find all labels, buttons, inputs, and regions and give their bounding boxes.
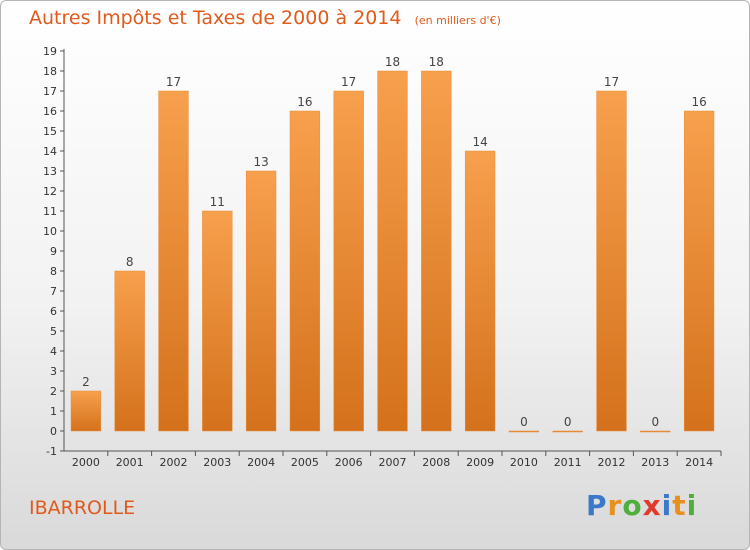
bar-value-label: 14 [472, 135, 487, 149]
bar-value-label: 2 [82, 375, 90, 389]
x-tick-label: 2007 [379, 456, 407, 469]
y-tick-label: 15 [43, 125, 57, 138]
y-tick-label: 17 [43, 85, 57, 98]
y-tick-label: 1 [50, 405, 57, 418]
y-tick-label: 8 [50, 265, 57, 278]
logo-letter: o [622, 489, 643, 522]
y-tick-label: 10 [43, 225, 57, 238]
bar-value-label: 17 [604, 75, 619, 89]
bar [114, 270, 145, 432]
bar-value-label: 0 [651, 415, 659, 429]
bar-value-label: 0 [520, 415, 528, 429]
bar [70, 390, 102, 432]
chart-title: Autres Impôts et Taxes de 2000 à 2014 [29, 7, 402, 29]
x-tick-label: 2005 [291, 456, 319, 469]
x-tick-label: 2001 [116, 456, 144, 469]
y-tick-label: 12 [43, 185, 57, 198]
y-tick-label: 0 [50, 425, 57, 438]
x-tick-label: 2012 [598, 456, 626, 469]
x-tick-label: 2003 [203, 456, 231, 469]
x-tick-label: 2011 [554, 456, 582, 469]
y-tick-label: 3 [50, 365, 57, 378]
chart-unit: (en milliers d'€) [414, 14, 501, 27]
bar [202, 210, 233, 432]
proxiti-logo: Proxiti [586, 489, 697, 522]
bar-value-label: 18 [385, 55, 400, 69]
x-tick-label: 2014 [685, 456, 713, 469]
bar-value-label: 0 [564, 415, 572, 429]
bar-value-label: 11 [210, 195, 225, 209]
bar [596, 90, 627, 432]
bar [683, 110, 715, 432]
y-tick-label: 7 [50, 285, 57, 298]
y-tick-label: 6 [50, 305, 57, 318]
logo-letter: x [642, 489, 662, 522]
bar [245, 170, 277, 432]
x-tick-label: 2004 [247, 456, 275, 469]
logo-letter: i [686, 489, 698, 522]
bar-value-label: 18 [429, 55, 444, 69]
x-tick-label: 2013 [641, 456, 669, 469]
bar-value-label: 17 [166, 75, 181, 89]
y-tick-label: 16 [43, 105, 57, 118]
y-tick-label: 19 [43, 45, 57, 58]
x-tick-label: 2002 [160, 456, 188, 469]
bar [421, 70, 452, 432]
y-tick-label: 9 [50, 245, 57, 258]
bar [158, 90, 189, 432]
bar [508, 430, 540, 433]
commune-name: IBARROLLE [29, 497, 136, 519]
bar [333, 90, 364, 432]
x-tick-label: 2010 [510, 456, 538, 469]
bar-value-label: 17 [341, 75, 356, 89]
bar-value-label: 16 [691, 95, 706, 109]
x-tick-label: 2008 [422, 456, 450, 469]
y-tick-label: 2 [50, 385, 57, 398]
x-tick-label: 2009 [466, 456, 494, 469]
y-tick-label: -1 [46, 445, 57, 458]
title-line: Autres Impôts et Taxes de 2000 à 2014 (e… [29, 7, 501, 29]
y-tick-label: 18 [43, 65, 57, 78]
logo-letter: r [607, 489, 623, 522]
bar-value-label: 16 [297, 95, 312, 109]
y-tick-label: 14 [43, 145, 57, 158]
logo-letter: t [672, 489, 687, 522]
bar-value-label: 8 [126, 255, 134, 269]
logo-letter: P [586, 489, 608, 522]
y-tick-label: 13 [43, 165, 57, 178]
bar-value-label: 13 [253, 155, 268, 169]
x-tick-label: 2000 [72, 456, 100, 469]
bar [289, 110, 321, 432]
y-tick-label: 11 [43, 205, 57, 218]
bar [552, 430, 583, 433]
y-tick-label: 4 [50, 345, 57, 358]
x-tick-label: 2006 [335, 456, 363, 469]
bar [464, 150, 496, 432]
y-tick-label: 5 [50, 325, 57, 338]
bar [377, 70, 408, 432]
logo-letter: i [661, 489, 673, 522]
bar [640, 430, 671, 433]
